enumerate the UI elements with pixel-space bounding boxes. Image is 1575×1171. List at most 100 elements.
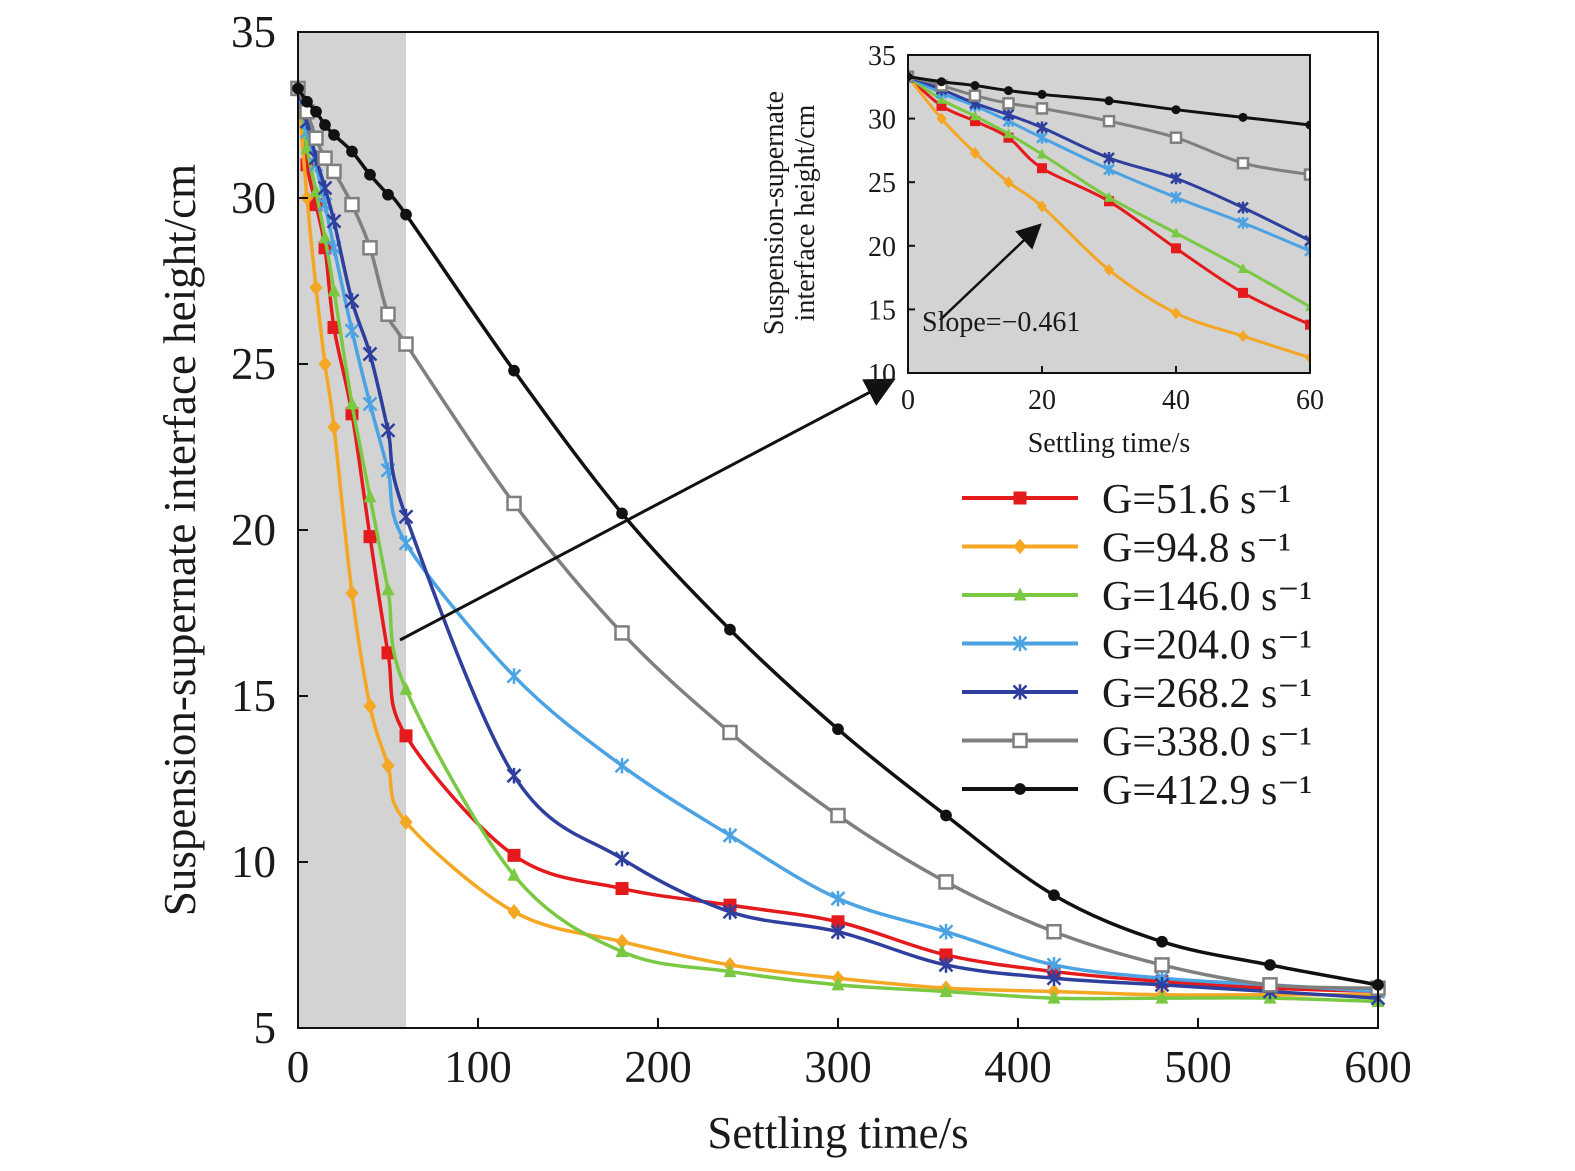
inset-data-point [937,77,946,87]
legend-label: G=51.6 s⁻¹ [1102,477,1291,523]
main-data-point [506,495,522,512]
main-data-point [614,757,630,774]
main-data-point [616,507,628,520]
legend-item: G=268.2 s⁻¹ [962,671,1312,717]
inset-data-point [1237,216,1249,229]
main-data-point [346,145,358,158]
inset-data-point [1304,234,1310,247]
main-data-point [506,767,522,784]
main-data-point [362,346,378,362]
inset-data-point [1102,114,1116,128]
inset-data-point [1003,128,1014,139]
legend-item: G=146.0 s⁻¹ [962,574,1312,620]
legend-label: G=338.0 s⁻¹ [1102,720,1312,766]
main-series-line [296,86,1380,994]
inset-series-line [908,75,1310,253]
inset-data-point [1303,168,1310,181]
main-data-point [1154,977,1170,993]
inset-data-point [1002,97,1015,110]
main-data-point [308,130,324,146]
legend-marker [1013,538,1027,555]
inset-x-tick-label: 60 [1296,385,1324,416]
inset-data-point [1169,131,1183,144]
legend-label: G=412.9 s⁻¹ [1102,768,1312,814]
main-data-point [328,129,340,141]
main-data-point [830,923,846,940]
inset-series-line [908,75,1310,127]
legend-item: G=412.9 s⁻¹ [962,768,1312,814]
inset-data-point [1004,86,1013,96]
inset-series-line [908,75,1310,327]
inset-y-tick-label: 35 [868,41,896,72]
main-data-point [318,230,332,244]
main-data-point [381,646,395,660]
main-data-point [380,306,396,322]
inset-data-point [1036,121,1048,134]
inset-x-tick-label: 40 [1162,385,1190,416]
main-data-point [508,364,520,377]
main-data-point [722,904,738,920]
inset-series-2 [908,70,1310,364]
inset-data-point [1170,172,1182,185]
main-series-6 [290,80,1386,996]
main-data-point [381,757,395,774]
main-data-point [362,396,378,412]
main-data-point [319,119,331,131]
main-y-tick-label: 10 [231,837,276,887]
inset-series-3 [908,70,1310,312]
legend-label: G=94.8 s⁻¹ [1102,526,1291,572]
main-series-line [296,86,1380,994]
main-data-point [507,848,521,862]
main-y-tick-label: 30 [231,173,276,223]
zoom-arrow [399,378,896,642]
inset-x-axis-label: Settling time/s [1028,428,1191,459]
inset-data-point [1238,330,1248,343]
main-data-point [327,320,341,334]
main-data-point [364,168,376,181]
inset-data-point [1305,351,1310,364]
legend-label: G=146.0 s⁻¹ [1102,574,1312,620]
main-data-point [327,419,341,435]
main-data-point [938,874,954,890]
inset-data-point [1305,120,1310,130]
inset-data-point [1237,201,1249,214]
main-data-point [344,196,360,213]
main-data-point [615,944,629,958]
inset-data-point [1104,191,1114,202]
main-data-point [1262,977,1278,993]
legend-marker [1012,732,1028,749]
main-data-point [318,356,332,372]
main-data-point [723,964,737,978]
main-y-tick-label: 35 [231,7,276,57]
main-data-point [722,827,738,844]
main-y-tick-label: 25 [231,339,276,389]
main-data-point [615,933,629,950]
main-x-tick-label: 200 [624,1042,692,1092]
main-data-point [344,293,360,309]
inset-data-point [1002,108,1015,121]
main-data-point [1155,990,1169,1004]
main-data-point [614,850,630,867]
main-data-point [507,904,521,920]
inset-data-point [936,112,947,125]
main-series-line [296,86,1380,987]
inset-data-point [1036,131,1048,144]
inset-data-point [970,146,980,159]
inset-data-point [936,100,947,111]
main-data-point [832,723,844,736]
inset-data-point [1104,96,1114,106]
main-data-point [1154,957,1170,973]
main-y-tick-label: 5 [254,1003,277,1053]
inset-y-axis-label-line1: Suspension-supernate [759,91,790,335]
inset-data-point [970,110,980,121]
inset-data-point [1037,163,1047,174]
inset-series-6 [908,70,1310,181]
main-data-point [317,180,333,196]
legend: G=51.6 s⁻¹G=94.8 s⁻¹G=146.0 s⁻¹G=204.0 s… [962,477,1312,814]
legend-marker [1013,491,1027,505]
inset-data-point [1037,148,1047,159]
inset-plot: 0 20 40 60 10 15 20 25 30 35 Settling time/s Susp… [759,41,1324,459]
main-data-point [300,140,314,154]
main-data-point [1156,935,1168,948]
